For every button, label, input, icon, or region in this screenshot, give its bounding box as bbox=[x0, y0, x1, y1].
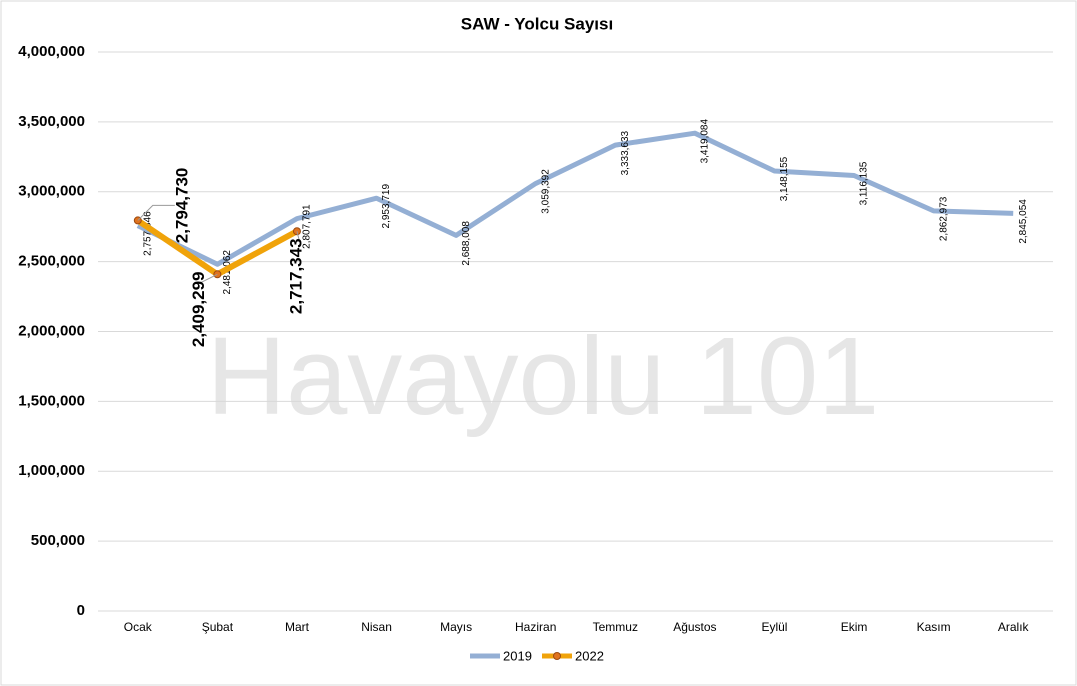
x-tick-label: Mayıs bbox=[440, 620, 472, 634]
data-label: 3,333,633 bbox=[620, 130, 631, 175]
legend-marker bbox=[553, 652, 561, 660]
data-label: 2,794,730 bbox=[172, 168, 191, 244]
x-tick-label: Eylül bbox=[761, 620, 787, 634]
leader-line bbox=[296, 231, 300, 240]
data-label: 2,807,791 bbox=[302, 204, 313, 249]
y-tick-label: 2,500,000 bbox=[18, 253, 85, 270]
y-tick-label: 500,000 bbox=[31, 532, 85, 549]
x-tick-label: Mart bbox=[285, 620, 310, 634]
legend-label: 2019 bbox=[503, 648, 532, 663]
y-tick-label: 2,000,000 bbox=[18, 322, 85, 339]
data-label: 2,953,719 bbox=[381, 184, 392, 229]
x-tick-label: Ocak bbox=[124, 620, 153, 634]
data-label: 2,409,299 bbox=[189, 271, 208, 347]
x-tick-label: Temmuz bbox=[593, 620, 638, 634]
watermark: Havayolu 101 bbox=[207, 315, 880, 438]
legend-label: 2022 bbox=[575, 648, 604, 663]
data-label: 3,116,135 bbox=[859, 161, 870, 205]
data-label: 2,717,343 bbox=[286, 238, 305, 314]
data-label: 2,845,054 bbox=[1018, 199, 1029, 244]
y-tick-label: 3,500,000 bbox=[18, 113, 85, 130]
data-label: 2,757,846 bbox=[142, 211, 153, 256]
y-tick-label: 1,000,000 bbox=[18, 462, 85, 479]
x-tick-label: Ekim bbox=[841, 620, 868, 634]
y-tick-label: 1,500,000 bbox=[18, 392, 85, 409]
data-label: 3,148,155 bbox=[779, 156, 790, 201]
data-label: 2,688,008 bbox=[461, 221, 472, 266]
leader-line bbox=[137, 204, 175, 221]
data-label: 2,862,973 bbox=[938, 196, 949, 241]
x-tick-label: Nisan bbox=[361, 620, 392, 634]
y-tick-label: 0 bbox=[77, 602, 85, 619]
series-line bbox=[136, 130, 1014, 267]
y-tick-label: 3,000,000 bbox=[18, 183, 85, 200]
x-tick-label: Kasım bbox=[917, 620, 951, 634]
x-tick-label: Şubat bbox=[202, 620, 234, 634]
data-label: 3,059,392 bbox=[540, 169, 551, 214]
x-tick-label: Aralık bbox=[998, 620, 1030, 634]
chart-title: SAW - Yolcu Sayısı bbox=[461, 14, 613, 33]
x-tick-label: Ağustos bbox=[673, 620, 716, 634]
x-tick-label: Haziran bbox=[515, 620, 556, 634]
y-tick-label: 4,000,000 bbox=[18, 43, 85, 60]
data-label: 3,419,084 bbox=[700, 119, 711, 164]
leader-line bbox=[201, 273, 218, 283]
